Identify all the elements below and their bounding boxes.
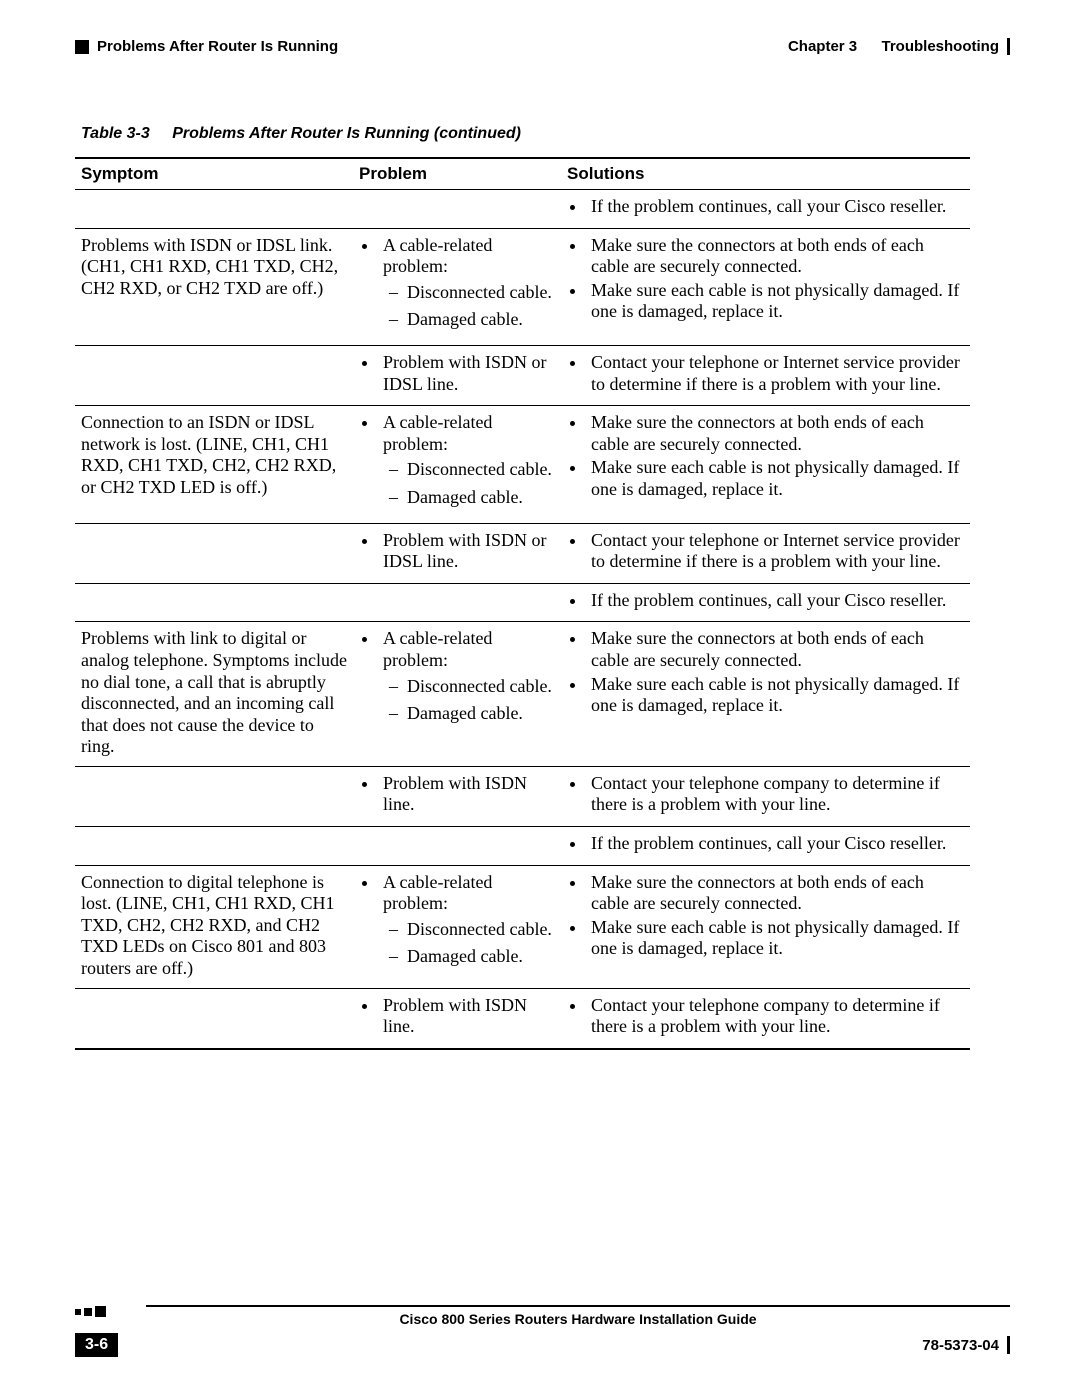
sub-problem-item: Disconnected cable. [405, 676, 555, 698]
solution-list: If the problem continues, call your Cisc… [567, 833, 964, 855]
solution-item: Make sure each cable is not physically d… [587, 280, 964, 323]
col-symptom: Symptom [75, 158, 353, 190]
doc-number-wrap: 78-5373-04 [922, 1336, 1010, 1354]
chapter-label: Chapter 3 [788, 38, 857, 55]
solution-item: Contact your telephone or Internet servi… [587, 530, 964, 573]
problem-item: A cable-related problem: Disconnected ca… [379, 872, 555, 968]
page: Problems After Router Is Running Chapter… [0, 0, 1080, 1397]
solution-item: Make sure the connectors at both ends of… [587, 872, 964, 915]
sub-problem-item: Disconnected cable. [405, 919, 555, 941]
solution-item: Make sure each cable is not physically d… [587, 674, 964, 717]
table-title: Problems After Router Is Running (contin… [172, 125, 521, 142]
solution-item: Make sure the connectors at both ends of… [587, 628, 964, 671]
troubleshooting-table: Symptom Problem Solutions If the problem… [75, 157, 970, 1050]
header-left: Problems After Router Is Running [75, 38, 338, 55]
footer-bar: Cisco 800 Series Routers Hardware Instal… [146, 1305, 1010, 1327]
header-right: Chapter 3 Troubleshooting [788, 38, 1010, 55]
section-title: Problems After Router Is Running [97, 38, 338, 55]
problem-item: A cable-related problem: Disconnected ca… [379, 235, 555, 331]
solution-list: Make sure the connectors at both ends of… [567, 235, 964, 323]
sub-problem-item: Disconnected cable. [405, 282, 555, 304]
table-row: Problem with ISDN line. Contact your tel… [75, 988, 970, 1049]
problem-list: A cable-related problem: Disconnected ca… [359, 412, 555, 508]
symptom-cell: Connection to an ISDN or IDSL network is… [75, 406, 353, 523]
solution-item: If the problem continues, call your Cisc… [587, 833, 964, 855]
problem-item: Problem with ISDN line. [379, 773, 555, 816]
problem-item: Problem with ISDN or IDSL line. [379, 352, 555, 395]
table-row: Problems with link to digital or analog … [75, 622, 970, 767]
table-header-row: Symptom Problem Solutions [75, 158, 970, 190]
solution-item: Make sure each cable is not physically d… [587, 917, 964, 960]
table-row: Connection to an ISDN or IDSL network is… [75, 406, 970, 523]
table-row: Connection to digital telephone is lost.… [75, 865, 970, 988]
problem-list: A cable-related problem: Disconnected ca… [359, 872, 555, 968]
problem-list: Problem with ISDN line. [359, 773, 555, 816]
solution-item: If the problem continues, call your Cisc… [587, 196, 964, 218]
problem-item: Problem with ISDN or IDSL line. [379, 530, 555, 573]
solution-list: If the problem continues, call your Cisc… [567, 590, 964, 612]
solution-list: Contact your telephone or Internet servi… [567, 530, 964, 573]
running-header: Problems After Router Is Running Chapter… [75, 38, 1010, 55]
solution-list: Make sure the connectors at both ends of… [567, 412, 964, 500]
doc-number: 78-5373-04 [922, 1337, 999, 1354]
solution-list: Make sure the connectors at both ends of… [567, 628, 964, 716]
page-number: 3-6 [75, 1333, 118, 1357]
chapter-title: Troubleshooting [882, 38, 1000, 55]
problem-text: A cable-related problem: [383, 628, 492, 670]
problem-item: A cable-related problem: Disconnected ca… [379, 412, 555, 508]
solution-item: Make sure each cable is not physically d… [587, 457, 964, 500]
footer-line2: 3-6 78-5373-04 [75, 1333, 1010, 1357]
problem-item: Problem with ISDN line. [379, 995, 555, 1038]
solution-item: Contact your telephone company to determ… [587, 995, 964, 1038]
problem-list: Problem with ISDN line. [359, 995, 555, 1038]
sub-problem-list: Disconnected cable. Damaged cable. [383, 676, 555, 725]
symptom-cell: Problems with link to digital or analog … [75, 622, 353, 767]
guide-title: Cisco 800 Series Routers Hardware Instal… [146, 1311, 1010, 1327]
symptom-cell: Problems with ISDN or IDSL link. (CH1, C… [75, 228, 353, 345]
solution-list: Contact your telephone company to determ… [567, 995, 964, 1038]
sub-problem-item: Damaged cable. [405, 703, 555, 725]
table-row: If the problem continues, call your Cisc… [75, 827, 970, 866]
table-row: Problem with ISDN line. Contact your tel… [75, 766, 970, 826]
solution-item: Contact your telephone or Internet servi… [587, 352, 964, 395]
problem-text: A cable-related problem: [383, 235, 492, 277]
sub-problem-list: Disconnected cable. Damaged cable. [383, 459, 555, 508]
problem-text: A cable-related problem: [383, 412, 492, 454]
table-row: Problem with ISDN or IDSL line. Contact … [75, 523, 970, 583]
solution-list: Contact your telephone or Internet servi… [567, 352, 964, 395]
problem-list: A cable-related problem: Disconnected ca… [359, 235, 555, 331]
footer-deco-icon [75, 1306, 106, 1317]
table-row: Problems with ISDN or IDSL link. (CH1, C… [75, 228, 970, 345]
solution-list: If the problem continues, call your Cisc… [567, 196, 964, 218]
solution-item: Make sure the connectors at both ends of… [587, 235, 964, 278]
col-solutions: Solutions [561, 158, 970, 190]
sub-problem-item: Damaged cable. [405, 487, 555, 509]
problem-text: A cable-related problem: [383, 872, 492, 914]
square-bullet-icon [75, 40, 89, 54]
sub-problem-item: Damaged cable. [405, 309, 555, 331]
table-caption: Table 3-3 Problems After Router Is Runni… [75, 125, 1010, 143]
sub-problem-item: Disconnected cable. [405, 459, 555, 481]
solution-item: Make sure the connectors at both ends of… [587, 412, 964, 455]
header-rule-icon [1007, 38, 1010, 55]
table-row: If the problem continues, call your Cisc… [75, 190, 970, 229]
footer-rule-icon [1007, 1336, 1010, 1354]
solution-list: Make sure the connectors at both ends of… [567, 872, 964, 960]
problem-item: A cable-related problem: Disconnected ca… [379, 628, 555, 724]
table-row: If the problem continues, call your Cisc… [75, 583, 970, 622]
symptom-cell: Connection to digital telephone is lost.… [75, 865, 353, 988]
sub-problem-list: Disconnected cable. Damaged cable. [383, 919, 555, 968]
solution-item: If the problem continues, call your Cisc… [587, 590, 964, 612]
table-row: Problem with ISDN or IDSL line. Contact … [75, 345, 970, 405]
problem-list: Problem with ISDN or IDSL line. [359, 530, 555, 573]
problem-list: A cable-related problem: Disconnected ca… [359, 628, 555, 724]
page-footer: Cisco 800 Series Routers Hardware Instal… [75, 1305, 1010, 1357]
solution-list: Contact your telephone company to determ… [567, 773, 964, 816]
col-problem: Problem [353, 158, 561, 190]
sub-problem-list: Disconnected cable. Damaged cable. [383, 282, 555, 331]
solution-item: Contact your telephone company to determ… [587, 773, 964, 816]
sub-problem-item: Damaged cable. [405, 946, 555, 968]
problem-list: Problem with ISDN or IDSL line. [359, 352, 555, 395]
table-number: Table 3-3 [81, 125, 150, 142]
